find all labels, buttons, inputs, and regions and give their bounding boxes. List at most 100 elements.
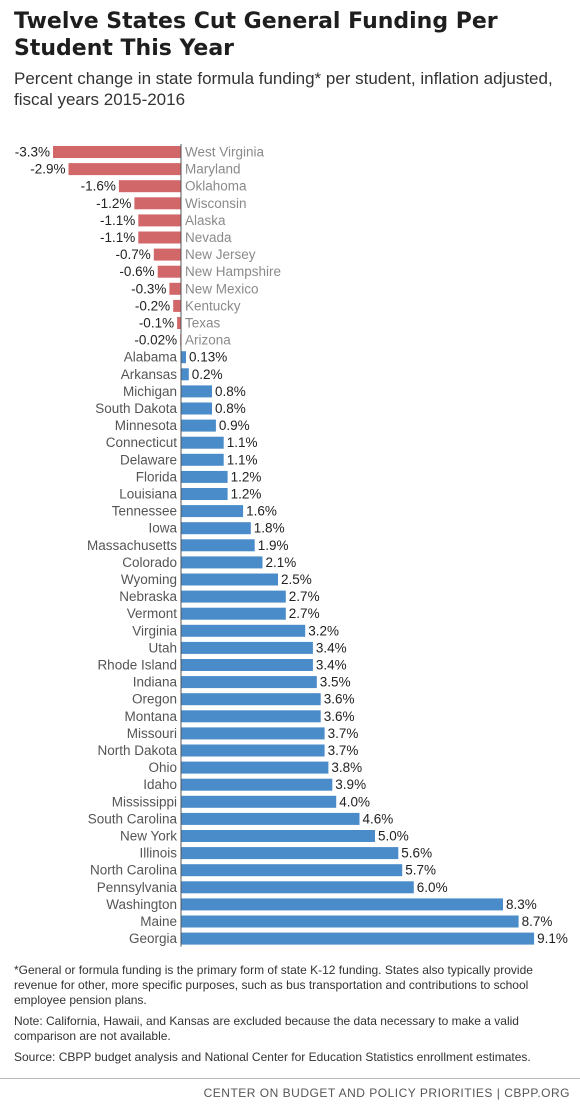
footer-credit: CENTER ON BUDGET AND POLICY PRIORITIES |… — [203, 1086, 570, 1100]
category-label: Washington — [106, 897, 177, 912]
category-label: Indiana — [133, 675, 178, 690]
value-label: 6.0% — [417, 880, 448, 895]
bar-30 — [181, 659, 313, 671]
category-label: South Carolina — [88, 811, 178, 826]
bar-20 — [181, 488, 228, 500]
category-label: Minnesota — [115, 418, 178, 433]
category-label: Colorado — [122, 555, 177, 570]
value-label: 3.6% — [324, 709, 355, 724]
bar-8 — [169, 282, 181, 295]
bar-4 — [138, 214, 181, 227]
bar-19 — [181, 470, 228, 483]
bar-22 — [181, 522, 251, 535]
bar-38 — [181, 795, 337, 808]
category-label: Wisconsin — [185, 196, 247, 211]
bar-39 — [181, 812, 360, 825]
category-label: Georgia — [129, 931, 178, 946]
bar-25 — [181, 573, 278, 586]
category-label: Texas — [185, 316, 221, 331]
value-label: 5.6% — [401, 846, 432, 861]
bar-9 — [173, 299, 181, 312]
value-label: -0.3% — [131, 281, 166, 296]
bar-44 — [181, 898, 503, 911]
bar-3 — [134, 197, 181, 210]
value-label: 3.4% — [316, 640, 347, 655]
bar-34 — [181, 727, 325, 740]
bar-33 — [181, 710, 321, 723]
bar-16 — [181, 419, 216, 432]
bar-12 — [181, 351, 186, 364]
value-label: -2.9% — [30, 162, 65, 177]
value-label: 2.7% — [289, 589, 320, 604]
category-label: Mississippi — [112, 794, 177, 809]
value-label: 1.1% — [227, 452, 258, 467]
value-label: 1.1% — [227, 435, 258, 450]
bar-41 — [181, 847, 399, 860]
bar-7 — [157, 265, 181, 278]
bar-45 — [181, 915, 519, 928]
value-label: -3.3% — [15, 145, 50, 160]
category-label: Florida — [136, 469, 178, 484]
value-label: 2.1% — [266, 555, 297, 570]
category-label: Pennsylvania — [97, 880, 178, 895]
bar-35 — [181, 744, 325, 757]
value-label: 1.2% — [231, 469, 262, 484]
category-label: Delaware — [120, 452, 177, 467]
category-label: Illinois — [139, 846, 177, 861]
value-label: -0.7% — [116, 247, 151, 262]
value-label: -0.2% — [135, 298, 170, 313]
chart-subtitle: Percent change in state formula funding*… — [14, 69, 553, 109]
value-label: 1.6% — [246, 504, 277, 519]
bar-17 — [181, 436, 224, 449]
value-label: 0.9% — [219, 418, 250, 433]
category-label: Tennessee — [112, 504, 177, 519]
bar-0 — [53, 146, 181, 158]
category-label: South Dakota — [95, 401, 177, 416]
footnote: *General or formula funding is the prima… — [14, 963, 533, 1007]
value-label: 3.9% — [335, 777, 366, 792]
bar-27 — [181, 607, 286, 620]
bar-36 — [181, 761, 329, 774]
bar-43 — [181, 881, 414, 894]
bar-46 — [181, 932, 535, 945]
category-label: Oregon — [132, 692, 177, 707]
note: Note: California, Hawaii, and Kansas are… — [14, 1014, 519, 1043]
category-label: Kentucky — [185, 298, 241, 313]
bar-18 — [181, 453, 224, 466]
value-label: -0.6% — [119, 264, 154, 279]
bar-2 — [118, 180, 181, 193]
value-label: -1.2% — [96, 196, 131, 211]
value-label: 8.3% — [506, 897, 537, 912]
value-label: 1.2% — [231, 487, 262, 502]
value-label: 4.6% — [363, 811, 394, 826]
category-label: Alabama — [124, 350, 178, 365]
value-label: 2.5% — [281, 572, 312, 587]
value-label: 3.7% — [328, 743, 359, 758]
category-label: Missouri — [127, 726, 177, 741]
category-label: Connecticut — [106, 435, 178, 450]
value-label: 1.8% — [254, 521, 285, 536]
bar-23 — [181, 539, 255, 552]
category-label: Wyoming — [121, 572, 177, 587]
category-label: New York — [120, 829, 177, 844]
bar-28 — [181, 624, 306, 637]
bar-42 — [181, 864, 403, 877]
bar-26 — [181, 590, 286, 603]
value-label: 3.5% — [320, 675, 351, 690]
bar-6 — [153, 248, 181, 261]
value-label: 8.7% — [522, 914, 553, 929]
value-label: 3.2% — [308, 623, 339, 638]
value-label: -0.02% — [134, 333, 177, 348]
bar-15 — [181, 402, 212, 415]
category-label: Virginia — [132, 623, 177, 638]
value-label: -0.1% — [139, 316, 174, 331]
notes-section: *General or formula funding is the prima… — [14, 963, 572, 1071]
source: Source: CBPP budget analysis and Nationa… — [14, 1050, 531, 1064]
chart-title: Twelve States Cut General Funding Per St… — [14, 9, 498, 61]
category-label: Rhode Island — [97, 658, 177, 673]
value-label: 3.4% — [316, 658, 347, 673]
category-label: West Virginia — [185, 145, 265, 160]
value-label: 2.7% — [289, 606, 320, 621]
category-label: Idaho — [143, 777, 177, 792]
category-label: Maryland — [185, 162, 241, 177]
